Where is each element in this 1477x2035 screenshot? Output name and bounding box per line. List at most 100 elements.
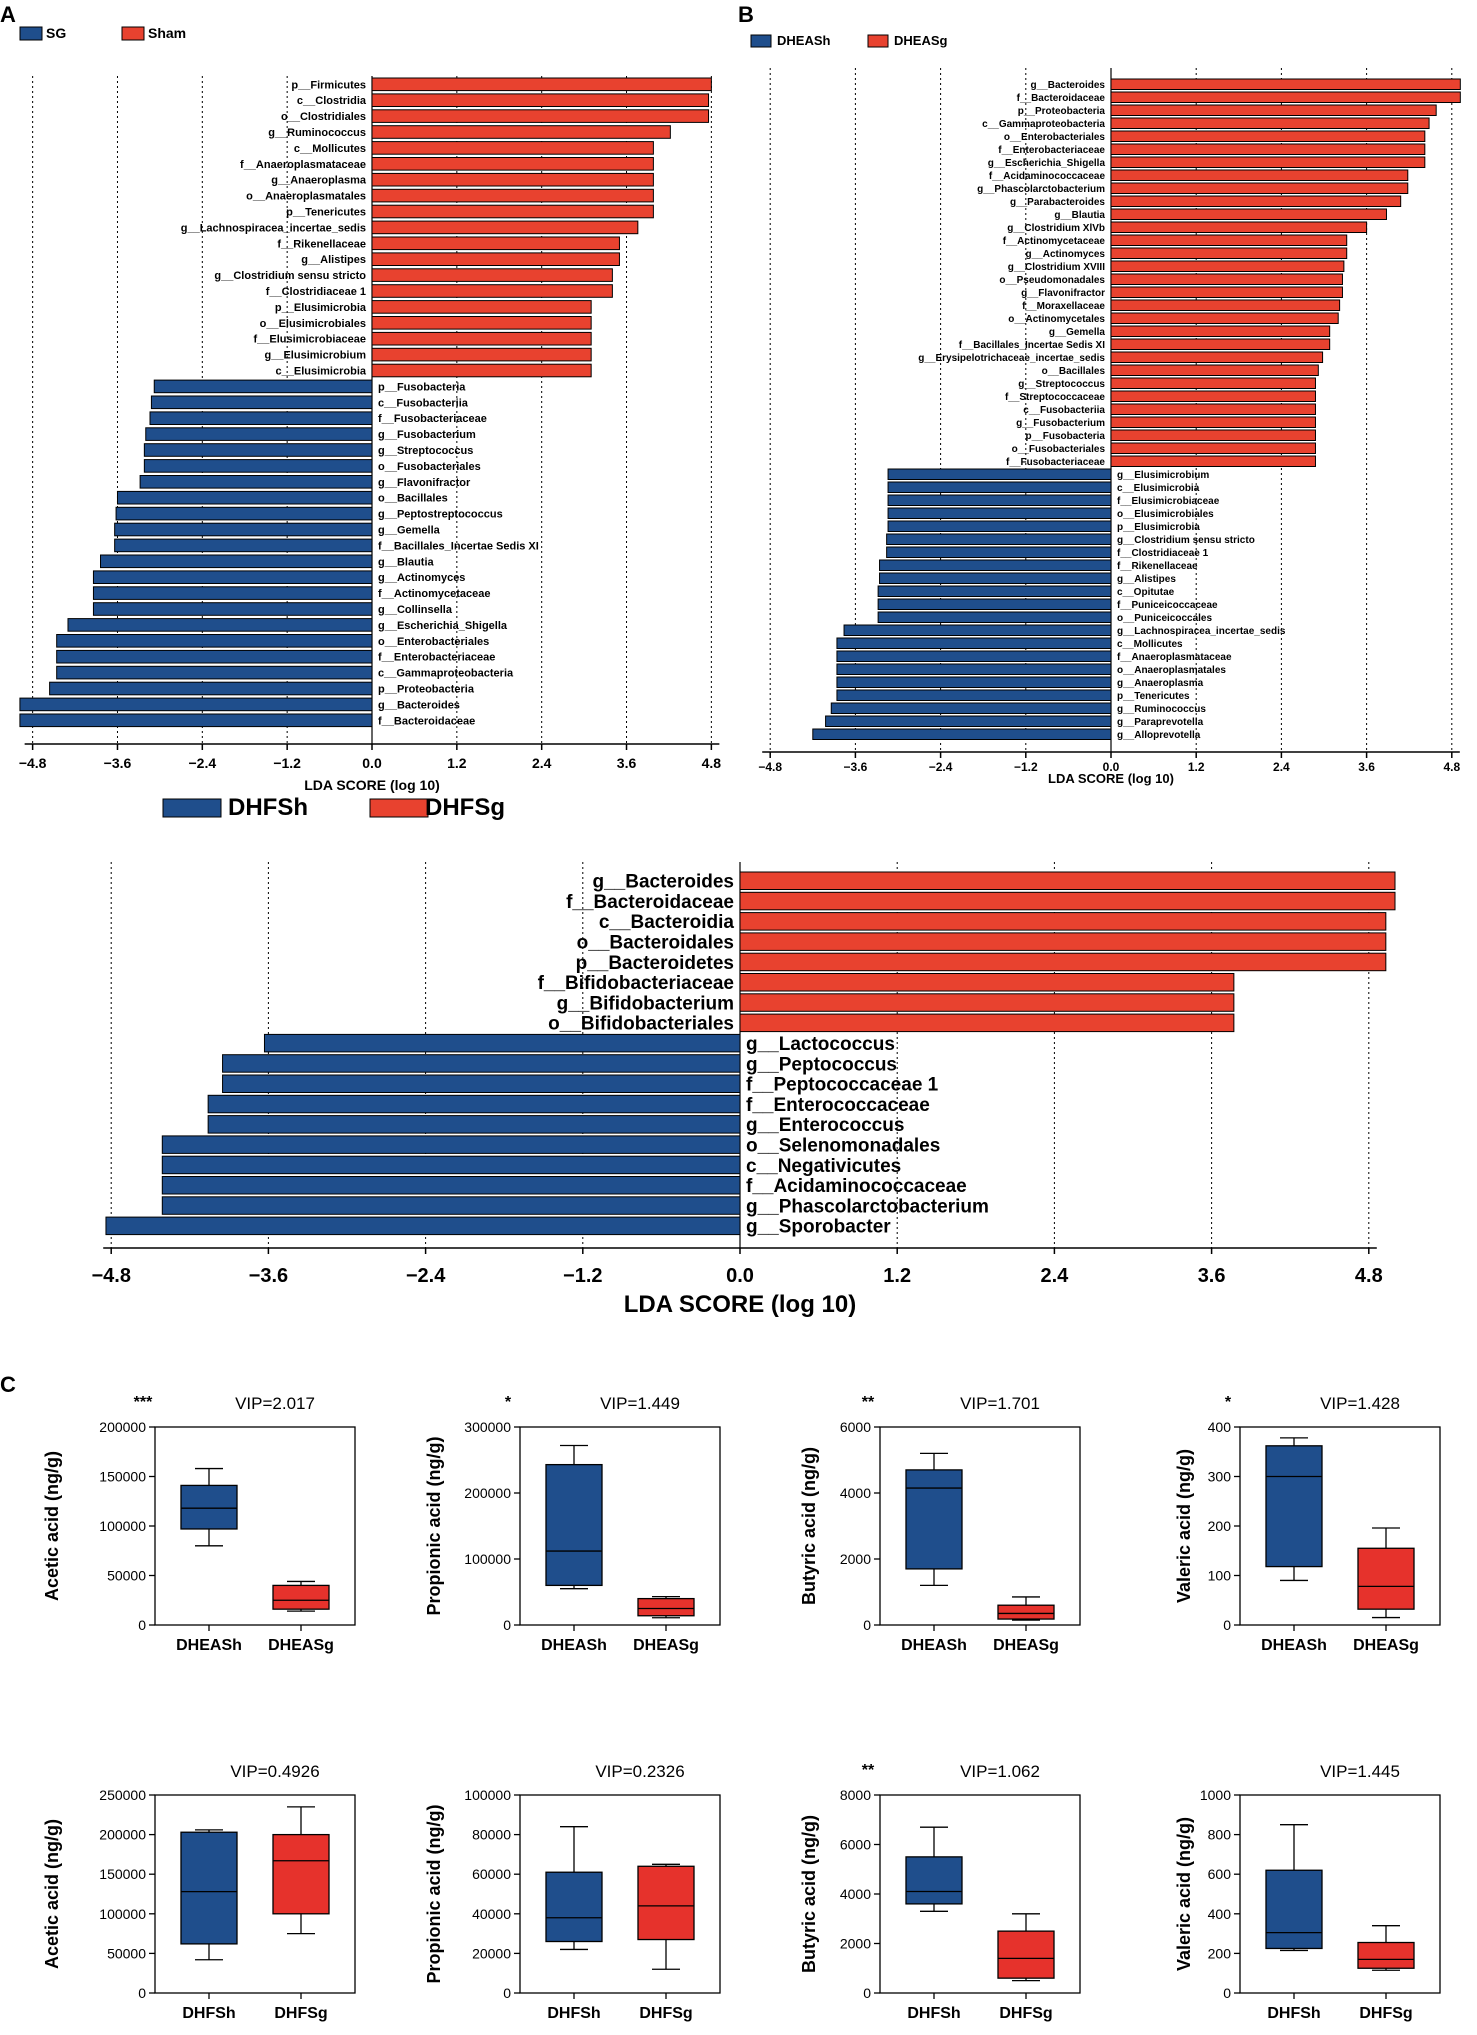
lda-bar [812, 728, 1112, 740]
bar-label: g__Actinomyces [378, 572, 465, 584]
lda-bar [739, 973, 1235, 992]
lda-bar [887, 481, 1112, 493]
lda-panel-b: B DHEASh DHEASg g__Bacteroides f__Bacteroida… [738, 2, 1461, 786]
lda-bar [1110, 377, 1316, 389]
lda-bar [887, 520, 1112, 532]
significance-stars: ** [862, 1762, 875, 1779]
legend-swatch-dheash [750, 34, 772, 48]
bar-label: g__Streptococcus [378, 445, 473, 457]
lda-bar [114, 538, 373, 553]
x-tick-label: −4.8 [91, 1265, 130, 1287]
bar-label: o__Enterobacteriales [378, 636, 489, 648]
lda-bar [1110, 143, 1426, 155]
lda-bar [1110, 195, 1402, 207]
lda-bar [739, 932, 1387, 951]
significance-stars: * [505, 1394, 512, 1411]
group-label: DHEASg [268, 1637, 334, 1654]
bar-label: o__Bacillales [378, 493, 448, 505]
bar-label: g__Bifidobacterium [557, 993, 734, 1014]
y-axis-title: Propionic acid (ng/g) [424, 1804, 444, 1983]
lda-bar [371, 220, 639, 235]
box-iqr [997, 1930, 1055, 1979]
plot-frame [519, 1794, 721, 1994]
bar-label: g__Flavonifractor [1021, 288, 1105, 299]
bar-label: f__Fusobacteriaceae [1006, 457, 1105, 468]
box-iqr [1265, 1445, 1323, 1568]
bar-label: g__Lachnospiracea_incertae_sedis [1117, 626, 1286, 637]
y-axis-title: Butyric acid (ng/g) [799, 1447, 819, 1605]
lda-bar [1110, 156, 1426, 168]
box-iqr [1357, 1941, 1415, 1969]
bar-label: g__Blautia [378, 556, 435, 568]
y-tick-label: 150000 [99, 1866, 146, 1882]
lda-bar [114, 522, 373, 537]
lda-bar [371, 188, 654, 203]
x-tick-label: 4.8 [1443, 760, 1460, 774]
x-tick-label: −1.2 [563, 1265, 602, 1287]
bar-label: p__Proteobacteria [378, 683, 475, 695]
lda-bar [371, 363, 592, 378]
legend-label-dheash: DHEASh [777, 33, 831, 48]
bar-label: o__Selenomonadales [746, 1135, 940, 1156]
group-label: DHEASh [176, 1637, 242, 1654]
lda-bar [56, 665, 373, 680]
bar-label: g__Peptostreptococcus [378, 509, 503, 521]
x-tick-label: −1.2 [1014, 760, 1038, 774]
bar-label: g__Fusobacterium [1016, 418, 1105, 429]
vip-score: VIP=1.445 [1320, 1762, 1400, 1781]
bar-label: g__Escherichia_Shigella [988, 158, 1106, 169]
x-tick-label: −2.4 [406, 1265, 446, 1287]
box-iqr [272, 1833, 330, 1915]
box-iqr [545, 1463, 603, 1587]
lda-bar [145, 427, 373, 441]
lda-bar [1110, 78, 1461, 90]
y-tick-label: 800 [1208, 1827, 1232, 1843]
x-tick-label: 2.4 [1040, 1265, 1069, 1287]
bar-label: p__Tenericutes [286, 206, 366, 218]
y-tick-label: 80000 [472, 1827, 511, 1843]
bar-label: g__Enterococcus [746, 1115, 904, 1136]
lda-bar [739, 993, 1235, 1012]
lda-bar [1110, 247, 1348, 259]
lda-bar [56, 634, 373, 648]
lda-bar [371, 204, 654, 219]
bar-label: p__Proteobacteria [1018, 106, 1106, 117]
lda-bar [887, 468, 1112, 480]
bar-label: p__Fusobacteria [1026, 431, 1106, 442]
y-tick-label: 0 [503, 1985, 511, 2001]
bar-label: f__Enterobacteriaceae [998, 145, 1105, 156]
lda-bar [19, 697, 373, 712]
y-tick-label: 60000 [472, 1866, 511, 1882]
lda-bar [836, 689, 1112, 701]
lda-bar [143, 459, 373, 473]
plot-frame [154, 1794, 356, 1994]
legend-swatch-sham [121, 26, 145, 41]
bar-label: g__Alistipes [301, 254, 366, 266]
lda-bar [143, 443, 373, 457]
y-tick-label: 200 [1208, 1945, 1232, 1961]
lda-bar [371, 93, 710, 108]
y-tick-label: 4000 [840, 1886, 871, 1902]
bar-label: f__Actinomycetaceae [1003, 236, 1106, 247]
bar-label: o__Bacillales [1042, 366, 1106, 377]
y-tick-label: 400 [1208, 1906, 1232, 1922]
x-tick-label: −3.6 [104, 755, 132, 771]
y-tick-label: 0 [503, 1617, 511, 1633]
bar-label: f__Actinomycetaceae [378, 588, 491, 600]
bar-label: f__Streptococcaceae [1005, 392, 1105, 403]
lda-bar [371, 77, 712, 92]
vip-score: VIP=1.449 [600, 1394, 680, 1413]
vip-score: VIP=1.428 [1320, 1394, 1400, 1413]
lda-bar [371, 300, 592, 314]
y-tick-label: 2000 [840, 1936, 871, 1952]
bar-label: o__Fusobacteriales [378, 461, 481, 473]
lda-bar [739, 912, 1387, 931]
bar-label: f__Rikenellaceae [1117, 561, 1198, 572]
bar-label: o__Anaeroplasmatales [246, 191, 366, 203]
vip-score: VIP=2.017 [235, 1394, 315, 1413]
y-tick-label: 50000 [107, 1568, 146, 1584]
box-iqr [272, 1584, 330, 1610]
x-tick-label: 3.6 [1358, 760, 1375, 774]
lda-bar [1110, 299, 1341, 311]
lda-bar [886, 533, 1112, 545]
